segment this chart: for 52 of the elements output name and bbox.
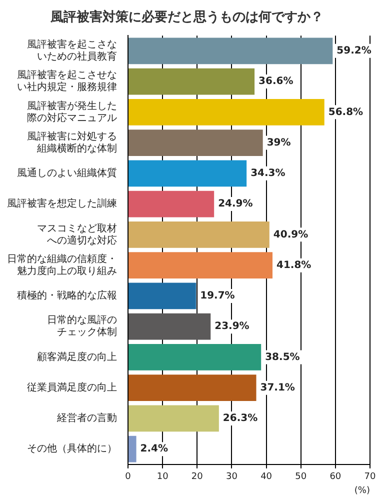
data-label: 40.9% (273, 229, 308, 240)
bar (128, 374, 256, 401)
data-label: 37.1% (260, 382, 295, 394)
x-tick-label: 60 (330, 472, 342, 482)
y-tick-label: その他（具体的に） (27, 442, 117, 455)
y-tick-label: 風通しのよい組織体質 (17, 167, 117, 180)
y-tick-label: マスコミなど取材への適切な対応 (37, 222, 117, 246)
y-tick-label: 風評被害を起こさないための社員教育 (27, 38, 117, 63)
data-label: 56.8% (328, 106, 364, 118)
data-label: 26.3% (222, 413, 258, 424)
data-label: 59.2% (336, 46, 372, 57)
bar (128, 160, 247, 187)
y-tick-label: 風評被害を起こさせない社内規定・服務規律 (17, 69, 117, 94)
y-tick-label: 風評被害を想定した訓練 (7, 198, 117, 210)
y-tick-label: 風評被害に対処する組織横断的な体制 (27, 130, 117, 154)
data-label: 34.3% (250, 168, 286, 180)
bar (128, 38, 333, 64)
data-label: 41.8% (276, 260, 312, 271)
data-label: 23.9% (214, 321, 250, 332)
x-tick-label: 20 (191, 472, 204, 482)
y-tick-label: 積極的・戦略的な広報 (17, 290, 117, 302)
bar (128, 282, 196, 310)
bar (128, 99, 324, 126)
x-tick-label: 10 (156, 472, 169, 482)
x-tick-label: 70 (364, 472, 376, 482)
data-label: 36.6% (258, 76, 294, 88)
bar (128, 405, 219, 432)
x-axis-title: (%) (354, 486, 370, 496)
bar (128, 313, 211, 340)
y-tick-label: 経営者の言動 (56, 412, 117, 424)
data-label: 38.5% (265, 352, 300, 363)
bar (128, 68, 255, 95)
x-tick-label: 0 (125, 472, 132, 482)
bar (128, 252, 273, 278)
y-tick-label: 従業員満足度の向上 (27, 381, 117, 394)
bar (128, 222, 270, 248)
bar (128, 436, 136, 462)
y-tick-label: 顧客満足度の向上 (37, 350, 117, 363)
data-label: 39% (266, 137, 291, 148)
data-label: 24.9% (218, 198, 253, 210)
bar (128, 344, 262, 370)
y-tick-label: 風評被害が発生した際の対応マニュアル (27, 100, 117, 124)
x-tick-label: 40 (260, 472, 272, 482)
x-tick-label: 50 (295, 472, 307, 482)
bar (128, 190, 214, 218)
chart-title: 風評被害対策に必要だと思うものは何ですか？ (50, 9, 324, 26)
data-label: 2.4% (140, 444, 168, 455)
y-tick-label: 日常的な風評のチェック体制 (47, 314, 117, 338)
data-label: 19.7% (200, 290, 235, 302)
y-tick-label: 日常的な組織の信頼度・魅力度向上の取り組み (7, 252, 117, 277)
bar (128, 130, 263, 156)
x-tick-label: 30 (226, 472, 238, 482)
